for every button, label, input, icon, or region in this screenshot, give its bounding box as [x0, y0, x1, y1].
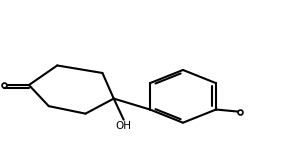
Text: OH: OH — [116, 121, 131, 131]
